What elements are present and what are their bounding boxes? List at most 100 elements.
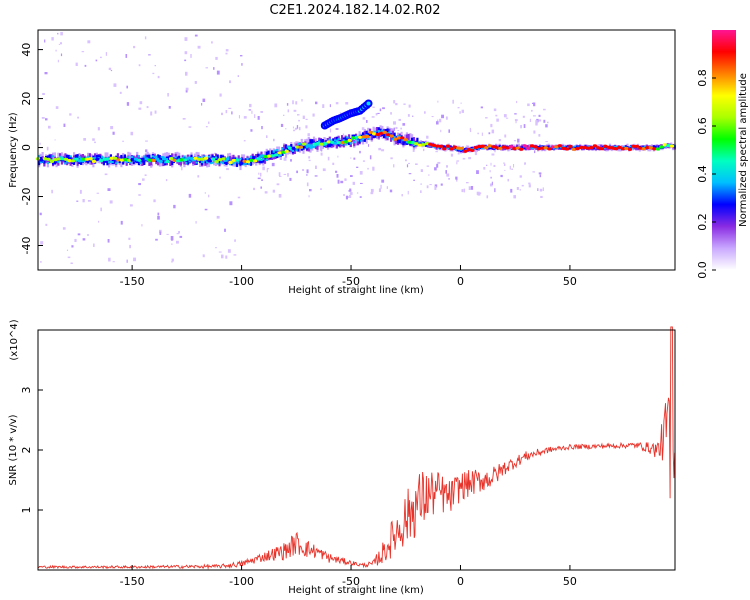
ridge-mark bbox=[57, 152, 60, 162]
noise-speck bbox=[538, 119, 542, 122]
ridge-mark bbox=[73, 157, 76, 160]
ridge-mark bbox=[46, 162, 49, 165]
ridge-mark bbox=[228, 156, 232, 163]
noise-speck bbox=[218, 251, 222, 253]
noise-speck bbox=[229, 201, 233, 206]
noise-speck bbox=[296, 170, 298, 174]
ridge-mark bbox=[440, 147, 443, 149]
ridge-mark bbox=[267, 150, 270, 155]
noise-speck bbox=[491, 181, 493, 185]
noise-speck bbox=[44, 39, 46, 43]
ridge-peak bbox=[319, 142, 324, 146]
noise-speck bbox=[113, 83, 117, 87]
noise-speck bbox=[231, 111, 233, 115]
noise-speck bbox=[345, 102, 349, 105]
ridge-mark bbox=[614, 145, 617, 147]
noise-speck bbox=[424, 111, 426, 114]
noise-speck bbox=[297, 114, 300, 116]
ridge-mark bbox=[115, 162, 118, 165]
noise-speck bbox=[407, 114, 410, 117]
noise-speck bbox=[228, 107, 232, 109]
noise-speck bbox=[278, 172, 281, 176]
ridge-peak bbox=[298, 145, 303, 149]
ridge-mark bbox=[332, 138, 335, 143]
ridge-mark bbox=[657, 145, 661, 148]
noise-speck bbox=[293, 129, 296, 132]
ridge-mark bbox=[400, 138, 403, 145]
ridge-mark bbox=[64, 162, 67, 165]
ridge-mark bbox=[391, 138, 394, 141]
noise-speck bbox=[539, 188, 543, 192]
noise-speck bbox=[241, 63, 243, 66]
noise-speck bbox=[315, 101, 318, 105]
noise-speck bbox=[224, 228, 226, 232]
x-tick-label: -50 bbox=[342, 275, 360, 288]
ridge-mark bbox=[335, 142, 338, 149]
noise-speck bbox=[55, 49, 57, 52]
ridge-mark bbox=[169, 160, 172, 166]
snr-x-ticks: -150 -100 -50 0 50 bbox=[120, 565, 577, 588]
noise-speck bbox=[227, 249, 231, 253]
noise-speck bbox=[533, 130, 536, 134]
noise-speck bbox=[448, 129, 450, 133]
ridge-mark bbox=[106, 152, 109, 162]
ridge-peak bbox=[624, 146, 629, 150]
noise-speck bbox=[54, 139, 56, 141]
noise-speck bbox=[519, 189, 521, 191]
ridge-peak bbox=[182, 158, 188, 162]
ridge-peak bbox=[351, 136, 356, 140]
noise-speck bbox=[429, 184, 432, 186]
ridge-peak bbox=[473, 146, 478, 150]
noise-speck bbox=[481, 132, 483, 136]
colorbar: 0.0 0.2 0.4 0.6 0.8 Normalized spectral ampl… bbox=[696, 30, 749, 279]
noise-speck bbox=[378, 188, 381, 192]
ridge-mark bbox=[386, 128, 389, 133]
ridge-peak bbox=[295, 145, 300, 149]
ridge-peak bbox=[410, 141, 415, 145]
ridge-mark bbox=[53, 160, 56, 165]
noise-speck bbox=[176, 233, 180, 235]
ridge-peak bbox=[245, 160, 251, 164]
noise-speck bbox=[77, 116, 79, 119]
ridge-mark bbox=[251, 155, 254, 160]
ridge-mark bbox=[381, 129, 384, 132]
noise-speck bbox=[456, 178, 458, 180]
ridge-mark bbox=[178, 158, 181, 161]
ridge-peak bbox=[288, 146, 293, 150]
noise-speck bbox=[437, 119, 439, 122]
ridge-peak bbox=[368, 130, 373, 134]
noise-speck bbox=[309, 189, 312, 192]
noise-speck bbox=[393, 100, 396, 104]
ridge-mark bbox=[377, 130, 380, 133]
ridge-peak bbox=[221, 157, 226, 161]
noise-speck bbox=[368, 144, 370, 147]
noise-speck bbox=[190, 54, 192, 58]
noise-speck bbox=[249, 103, 252, 108]
y-tick-label: -40 bbox=[20, 237, 33, 255]
noise-speck bbox=[340, 180, 344, 184]
noise-speck bbox=[495, 114, 498, 117]
ridge-mark bbox=[69, 156, 72, 161]
ridge-mark bbox=[358, 139, 361, 144]
noise-speck bbox=[535, 120, 538, 124]
noise-speck bbox=[406, 164, 409, 168]
ridge-mark bbox=[143, 155, 146, 158]
ridge-mark bbox=[587, 145, 591, 147]
ridge-peak bbox=[655, 147, 661, 151]
colorbar-tick-label: 0.8 bbox=[696, 69, 709, 87]
noise-speck bbox=[260, 172, 262, 177]
noise-speck bbox=[542, 187, 544, 191]
ridge-mark bbox=[594, 147, 598, 149]
ridge-mark bbox=[319, 139, 323, 144]
noise-speck bbox=[225, 49, 229, 52]
snr-x-label: Height of straight line (km) bbox=[288, 585, 424, 596]
noise-speck bbox=[534, 150, 536, 154]
ridge-mark bbox=[122, 160, 125, 165]
noise-speck bbox=[194, 34, 198, 37]
ridge-mark bbox=[461, 148, 464, 151]
noise-speck bbox=[146, 106, 149, 109]
noise-speck bbox=[533, 102, 536, 107]
ridge-peak bbox=[666, 143, 671, 148]
ridge-peak bbox=[463, 149, 468, 153]
spectrogram-x-ticks: -150 -100 -50 0 50 bbox=[120, 265, 577, 288]
